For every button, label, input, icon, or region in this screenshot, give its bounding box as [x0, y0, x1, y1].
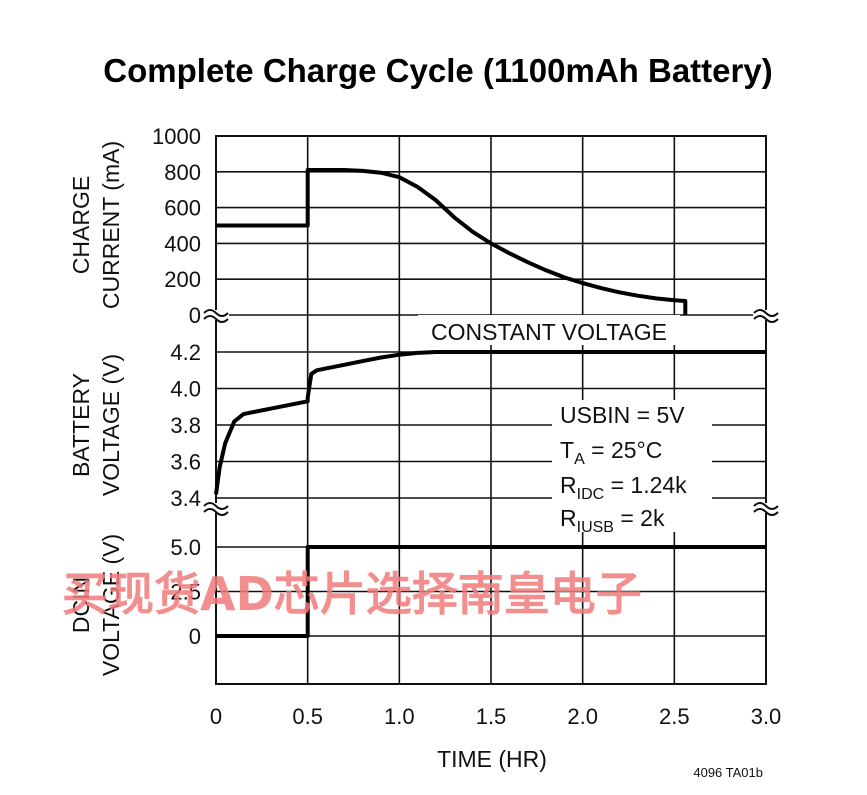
svg-text:VOLTAGE (V): VOLTAGE (V) — [98, 534, 124, 676]
axis-break-gap — [203, 503, 229, 513]
current-y-tick-label: 1000 — [152, 124, 201, 149]
battery-y-tick-label: 3.4 — [170, 486, 201, 511]
battery-y-tick-label: 4.0 — [170, 377, 201, 402]
axis-break-mark — [203, 502, 229, 516]
ta-condition: TA = 25°C — [560, 437, 662, 468]
x-tick-labels: 0 0.5 1.0 1.5 2.0 2.5 3.0 — [210, 704, 781, 729]
svg-text:CHARGE: CHARGE — [68, 176, 94, 274]
axis-break-gap — [753, 310, 779, 320]
x-axis-label: TIME (HR) — [437, 746, 547, 772]
battery-y-axis-label: BATTERY VOLTAGE (V) — [68, 354, 124, 496]
battery-y-tick-label: 3.8 — [170, 413, 201, 438]
constant-voltage-label: CONSTANT VOLTAGE — [431, 319, 667, 345]
battery-y-tick-label: 4.2 — [170, 340, 201, 365]
x-tick-label: 2.5 — [659, 704, 690, 729]
axis-break-mark — [203, 309, 229, 323]
ridc-condition: RIDC = 1.24k — [560, 472, 687, 503]
test-conditions: USBIN = 5V TA = 25°C RIDC = 1.24k RIUSB … — [552, 400, 712, 536]
figure-code: 4096 TA01b — [693, 765, 763, 780]
dcin-y-axis-label: DCIN VOLTAGE (V) — [68, 534, 124, 676]
x-tick-label: 0 — [210, 704, 222, 729]
svg-text:VOLTAGE (V): VOLTAGE (V) — [98, 354, 124, 496]
constant-voltage-label-bg — [418, 315, 680, 345]
battery-series-line — [214, 350, 766, 495]
current-y-tick-labels: 0 200 400 600 800 1000 — [152, 124, 201, 328]
watermark-text: 买现货AD芯片选择南皇电子 — [62, 567, 642, 621]
axis-break-marks — [203, 309, 779, 516]
dcin-y-tick-label: 5.0 — [170, 535, 201, 560]
svg-text:BATTERY: BATTERY — [68, 373, 94, 477]
usbin-condition: USBIN = 5V — [560, 402, 685, 428]
svg-text:DCIN: DCIN — [68, 577, 94, 633]
axis-break-mark — [753, 309, 779, 323]
current-y-tick-label: 800 — [164, 160, 201, 185]
current-y-tick-label: 0 — [189, 303, 201, 328]
axis-break-gap — [753, 503, 779, 513]
riusb-condition: RIUSB = 2k — [560, 505, 665, 536]
current-y-axis-label: CHARGE CURRENT (mA) — [68, 141, 124, 309]
axis-break-mark — [753, 502, 779, 516]
x-tick-label: 1.0 — [384, 704, 415, 729]
dcin-y-tick-label: 2.5 — [170, 580, 201, 605]
x-tick-label: 3.0 — [751, 704, 782, 729]
current-y-tick-label: 600 — [164, 196, 201, 221]
dcin-y-tick-label: 0 — [189, 624, 201, 649]
battery-y-tick-labels: 3.4 3.6 3.8 4.0 4.2 — [170, 340, 201, 511]
chart-title: Complete Charge Cycle (1100mAh Battery) — [103, 52, 772, 89]
current-y-tick-label: 400 — [164, 231, 201, 256]
x-tick-label: 0.5 — [292, 704, 323, 729]
series-lines — [214, 168, 766, 638]
test-conditions-bg — [552, 400, 712, 532]
svg-text:CURRENT (mA): CURRENT (mA) — [98, 141, 124, 309]
axis-break-gap — [203, 310, 229, 320]
dcin-series-line — [216, 545, 766, 638]
x-tick-label: 1.5 — [476, 704, 507, 729]
dcin-y-tick-labels: 0 2.5 5.0 — [170, 535, 201, 649]
battery-y-tick-label: 3.6 — [170, 450, 201, 475]
x-tick-label: 2.0 — [567, 704, 598, 729]
current-y-tick-label: 200 — [164, 267, 201, 292]
current-series-line — [216, 168, 688, 315]
